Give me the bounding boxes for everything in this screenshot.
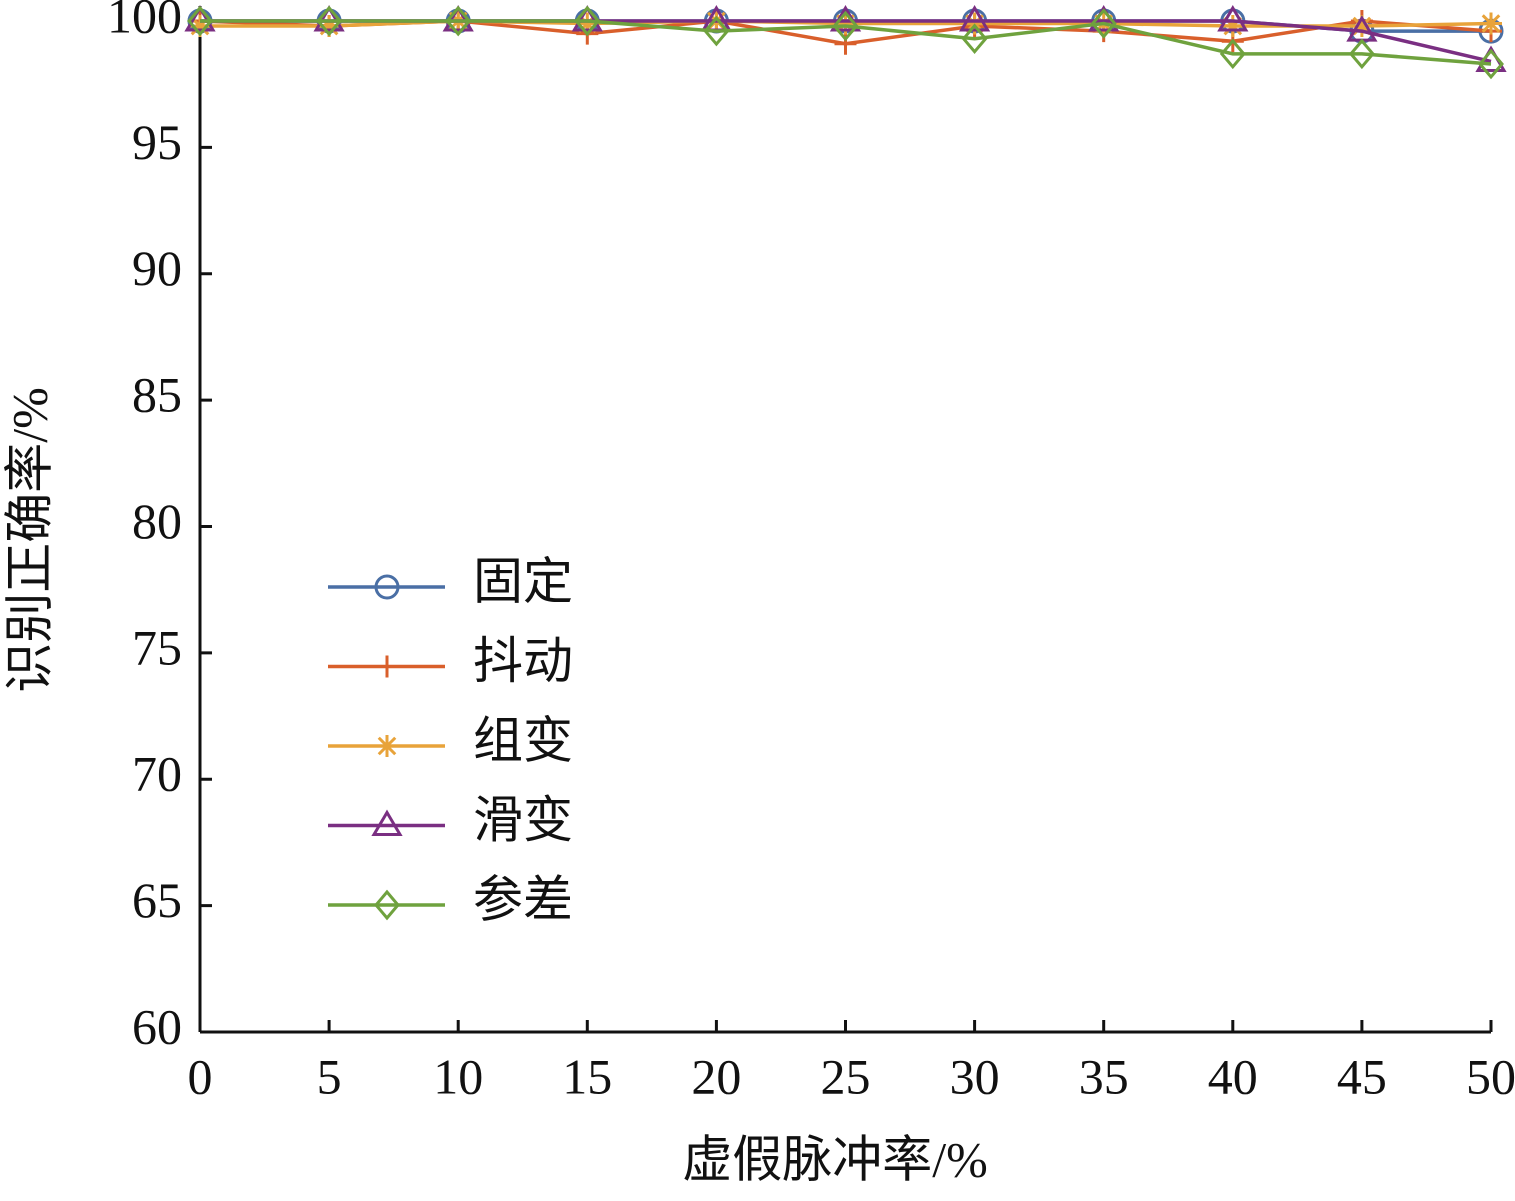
series-line <box>200 19 1492 66</box>
marker <box>574 5 601 37</box>
legend-marker <box>376 655 398 678</box>
marker <box>703 15 730 47</box>
y-tick-label: 60 <box>132 998 182 1054</box>
y-axis-label: 识别正确率/% <box>1 387 57 693</box>
x-tick-label: 20 <box>691 1048 741 1104</box>
x-axis-label: 虚假脉冲率/% <box>682 1131 988 1187</box>
x-tick-label: 45 <box>1337 1048 1387 1104</box>
marker <box>834 12 857 35</box>
y-tick-label: 65 <box>132 872 182 928</box>
x-tick-label: 50 <box>1466 1048 1515 1104</box>
x-tick-label: 25 <box>821 1048 871 1104</box>
legend-label: 组变 <box>473 712 573 768</box>
marker <box>834 32 857 55</box>
marker <box>576 12 599 35</box>
y-tick-label: 70 <box>132 746 182 802</box>
legend-marker <box>374 889 400 921</box>
marker <box>1348 38 1375 70</box>
legend-label: 参差 <box>473 871 573 927</box>
y-tick-label: 75 <box>132 619 182 675</box>
marker <box>187 5 213 37</box>
y-tick-label: 80 <box>132 493 182 549</box>
x-tick-label: 10 <box>433 1048 483 1104</box>
x-tick-label: 30 <box>950 1048 1000 1104</box>
x-tick-label: 35 <box>1079 1048 1129 1104</box>
legend-marker <box>371 809 403 836</box>
x-tick-label: 40 <box>1208 1048 1258 1104</box>
marker <box>1350 15 1373 38</box>
legend-label: 滑变 <box>473 792 573 848</box>
y-tick-label: 90 <box>132 240 182 296</box>
marker <box>1221 15 1244 38</box>
x-tick-label: 0 <box>188 1048 213 1104</box>
marker <box>189 15 211 38</box>
marker <box>1090 8 1117 39</box>
marker <box>961 23 988 55</box>
marker <box>571 5 603 32</box>
y-tick-label: 85 <box>132 367 182 423</box>
marker <box>316 5 343 37</box>
marker <box>313 5 345 32</box>
marker <box>832 10 859 42</box>
marker <box>1480 12 1502 35</box>
y-tick-label: 95 <box>132 114 182 170</box>
legend-marker <box>376 735 398 757</box>
marker <box>1478 48 1504 80</box>
marker <box>958 5 991 32</box>
marker <box>1217 5 1249 32</box>
marker <box>184 5 216 32</box>
marker <box>445 5 472 37</box>
x-tick-label: 15 <box>562 1048 612 1104</box>
legend-label: 抖动 <box>473 633 573 689</box>
marker <box>1219 38 1246 70</box>
legend-marker <box>374 574 400 600</box>
x-tick-label: 5 <box>317 1048 342 1104</box>
marker <box>318 15 341 38</box>
marker <box>442 5 474 32</box>
y-tick-label: 100 <box>107 0 182 43</box>
legend-label: 固定 <box>473 553 573 609</box>
